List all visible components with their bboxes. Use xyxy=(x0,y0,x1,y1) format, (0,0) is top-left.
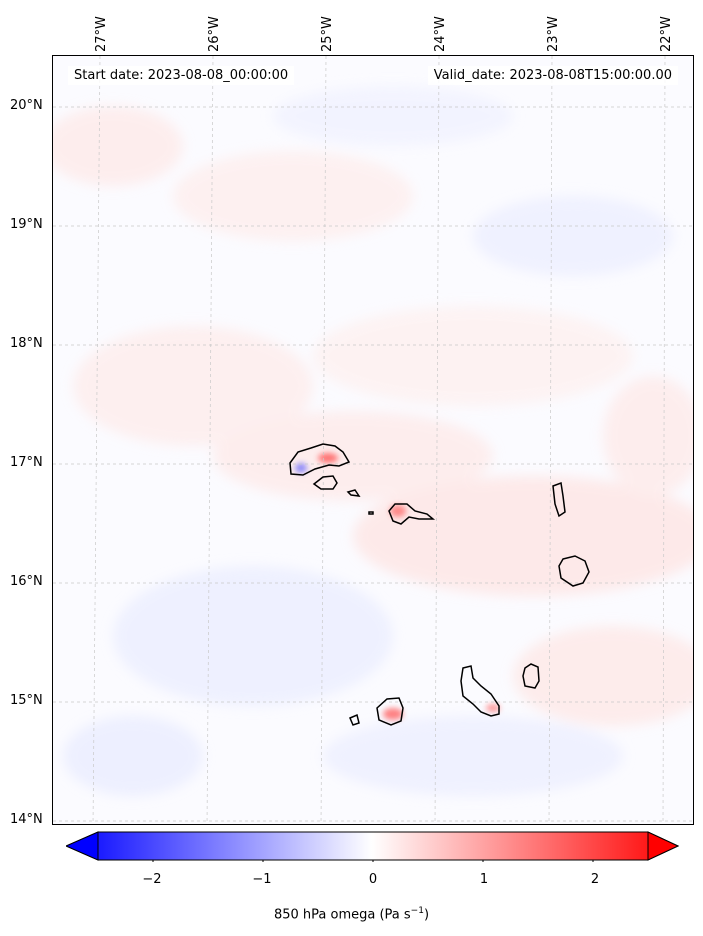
colorbar-label-superscript: −1 xyxy=(410,906,424,916)
map-svg xyxy=(53,56,693,824)
graticule xyxy=(53,56,693,824)
lat-label-20n: 20°N xyxy=(10,98,43,113)
map-panel: Start date: 2023-08-08_00:00:00 Valid_da… xyxy=(52,55,694,825)
island-santa-luzia xyxy=(346,489,361,497)
colorbar-tick-marks xyxy=(152,860,594,862)
colorbar-label-end: ) xyxy=(423,907,430,923)
island-sao-nicolau xyxy=(388,503,436,525)
lat-label-16n: 16°N xyxy=(10,574,43,589)
valid-date-label: Valid_date: 2023-08-08T15:00:00.00 xyxy=(427,66,678,85)
lat-label-14n: 14°N xyxy=(10,812,43,827)
colorbar-label: 850 hPa omega (Pa s−1) xyxy=(0,906,703,922)
lat-label-18n: 18°N xyxy=(10,336,43,351)
lon-label-26w: 26°W xyxy=(207,16,222,52)
lat-label-19n: 19°N xyxy=(10,217,43,232)
island-boa-vista xyxy=(558,555,590,587)
colorbar-min-extend xyxy=(66,831,99,861)
island-brava xyxy=(349,713,360,726)
colorbar-max-extend xyxy=(647,831,680,861)
lon-label-24w: 24°W xyxy=(433,16,448,52)
island-branco xyxy=(368,511,374,515)
colorbar-tick-label: 1 xyxy=(479,872,489,887)
lon-label-22w: 22°W xyxy=(659,16,674,52)
coastlines xyxy=(289,443,590,726)
island-sao-vicente xyxy=(312,475,338,490)
island-fogo xyxy=(376,697,404,726)
start-date-label: Start date: 2023-08-08_00:00:00 xyxy=(68,66,295,85)
colorbar-tick-label: 2 xyxy=(590,872,600,887)
island-maio xyxy=(522,663,540,689)
colorbar-tick-label: −2 xyxy=(142,872,162,887)
colorbar-body xyxy=(66,831,680,861)
colorbar-label-main: 850 hPa omega (Pa s xyxy=(273,907,411,923)
island-santo-antao xyxy=(289,443,351,476)
omega-hotspots xyxy=(295,453,500,720)
island-santiago xyxy=(460,665,500,717)
lon-label-23w: 23°W xyxy=(546,16,561,52)
lon-label-25w: 25°W xyxy=(320,16,335,52)
lat-label-15n: 15°N xyxy=(10,693,43,708)
lon-label-27w: 27°W xyxy=(94,16,109,52)
colorbar-tick-label: 0 xyxy=(368,872,378,887)
colorbar-tick-label: −1 xyxy=(252,872,272,887)
colorbar xyxy=(66,831,680,862)
omega-field xyxy=(53,86,693,796)
island-sal xyxy=(552,481,566,518)
lat-label-17n: 17°N xyxy=(10,455,43,470)
